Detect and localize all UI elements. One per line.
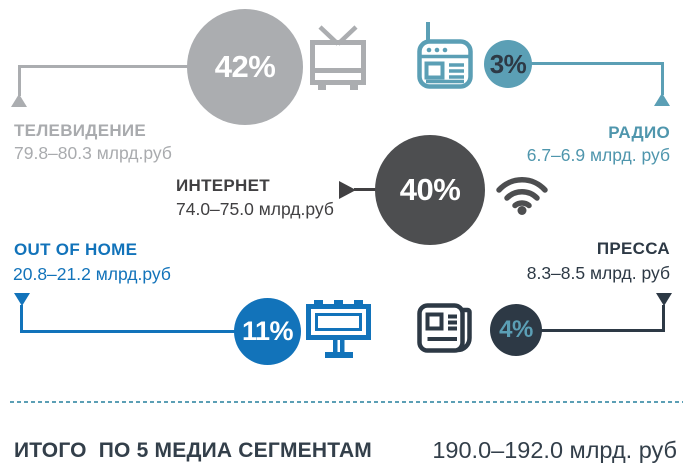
tv-percent-label: 42% [214,49,276,84]
ooh-pointer-triangle [14,293,30,306]
radio-pointer-triangle [654,93,670,106]
press-segment-value: 8.3–8.5 млрд. руб [526,263,670,283]
radio-segment-label: РАДИО [608,123,670,142]
tv-connector-horizontal [18,65,188,68]
ooh-percent-label: 11% [241,316,294,346]
billboard-icon [306,300,372,358]
internet-pointer-triangle [339,181,356,199]
press-segment-label: ПРЕССА [596,239,670,258]
internet-segment-value: 74.0–75.0 млрд.руб [176,199,334,219]
tv-percent-bubble: 42% [187,9,303,125]
radio-segment-value: 6.7–6.9 млрд. руб [526,145,670,165]
ooh-segment-value: 20.8–21.2 млрд.руб [13,264,171,284]
press-pointer-triangle [656,293,672,306]
wifi-icon [494,169,550,215]
internet-segment-label: ИНТЕРНЕТ [176,176,270,195]
radio-connector-vertical [661,62,664,95]
press-percent-bubble: 4% [490,304,542,356]
press-connector-vertical [662,305,665,332]
press-percent-label: 4% [499,316,533,343]
ooh-connector-horizontal [20,330,236,333]
total-value: 190.0–192.0 млрд. руб [432,437,677,463]
tv-pointer-triangle [11,94,27,107]
dashed-divider [10,401,683,403]
press-connector-horizontal [540,329,665,332]
tv-segment-label: ТЕЛЕВИДЕНИЕ [14,121,147,140]
radio-percent-bubble: 3% [484,40,532,88]
tv-segment-value: 79.8–80.3 млрд.руб [14,143,172,163]
newspaper-icon [415,301,475,356]
radio-connector-horizontal [530,62,664,65]
ooh-connector-vertical [20,305,23,333]
tv-connector-vertical [18,65,21,96]
tv-icon [307,25,369,91]
internet-connector-horizontal [354,188,377,191]
radio-percent-label: 3% [489,48,527,79]
total-label: ИТОГО ПО 5 МЕДИА СЕГМЕНТАМ [14,439,373,462]
internet-percent-bubble: 40% [375,135,485,245]
ooh-segment-label: OUT OF HOME [14,240,138,259]
internet-percent-label: 40% [399,172,461,207]
radio-icon [417,21,473,89]
ooh-percent-bubble: 11% [234,298,301,365]
